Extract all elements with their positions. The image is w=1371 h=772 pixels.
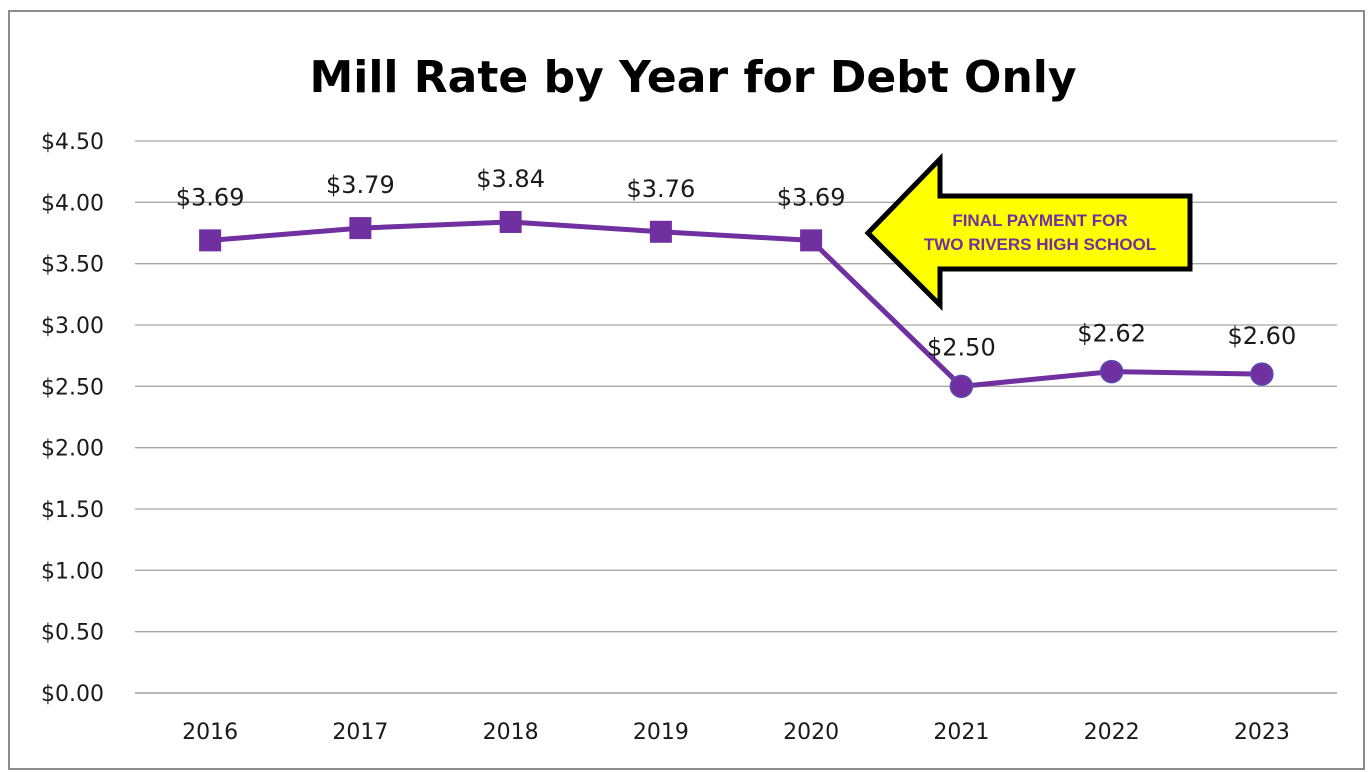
data-label-2016: $3.69: [176, 183, 245, 211]
x-tick-label-2021: 2021: [933, 720, 989, 745]
series-line: [209, 219, 1262, 389]
point-2018: [499, 210, 522, 233]
y-tick-label-3: $1.50: [41, 498, 104, 523]
x-tick-label-2019: 2019: [633, 720, 689, 745]
data-label-2021: $2.50: [927, 333, 996, 361]
y-tick-label-5: $2.50: [41, 375, 104, 400]
data-labels: $3.69 $3.79 $3.84 $3.76 $3.69 $2.50 $2.62 $2.60: [176, 165, 1296, 361]
point-2023: [1250, 362, 1274, 386]
point-2022: [1099, 359, 1124, 384]
data-label-2022: $2.62: [1077, 320, 1146, 348]
chart-title: Mill Rate by Year for Debt Only: [309, 52, 1076, 103]
chart-frame: Mill Rate by Year for Debt Only $0.00 $0.…: [8, 10, 1365, 770]
data-label-2019: $3.76: [627, 175, 696, 203]
point-2019: [649, 220, 672, 243]
y-axis-tick-labels: $0.00 $0.50 $1.00 $1.50 $2.00 $2.50 $3.00 $3.50…: [41, 130, 104, 707]
chart-svg: Mill Rate by Year for Debt Only $0.00$0.…: [41, 52, 1337, 745]
x-tick-label-2020: 2020: [783, 720, 839, 745]
data-label-2018: $3.84: [476, 165, 545, 193]
x-axis-tick-labels: 2016 2017 2018 2019 2020 2021 2022 2023: [182, 720, 1290, 745]
x-tick-label-2017: 2017: [332, 720, 388, 745]
y-tick-label-2: $1.00: [41, 559, 104, 584]
point-2016: [199, 229, 222, 252]
point-2021: [949, 374, 974, 399]
y-tick-label-0: $0.00: [41, 682, 104, 707]
y-tick-label-6: $3.00: [41, 314, 104, 339]
data-label-2023: $2.60: [1228, 322, 1297, 350]
x-tick-label-2016: 2016: [182, 720, 238, 745]
callout-text-line-2: TWO RIVERS HIGH SCHOOL: [924, 235, 1156, 254]
x-tick-label-2023: 2023: [1234, 720, 1290, 745]
x-tick-label-2022: 2022: [1084, 720, 1140, 745]
y-tick-label-4: $2.00: [41, 437, 104, 462]
callout-arrow-shape: [864, 152, 1193, 312]
point-2017: [349, 217, 372, 240]
callout-text-line-1: FINAL PAYMENT FOR: [952, 211, 1127, 230]
gridlines: [135, 140, 1337, 694]
y-tick-label-9: $4.50: [41, 130, 104, 155]
series-mill-rate: [199, 210, 1274, 399]
x-tick-label-2018: 2018: [483, 720, 539, 745]
y-tick-label-8: $4.00: [41, 191, 104, 216]
final-payment-callout: FINAL PAYMENT FOR TWO RIVERS HIGH SCHOOL: [864, 152, 1193, 312]
point-2020: [800, 229, 823, 252]
data-label-2017: $3.79: [326, 171, 395, 199]
y-tick-label-7: $3.50: [41, 253, 104, 278]
y-tick-label-1: $0.50: [41, 621, 104, 646]
data-label-2020: $3.69: [777, 183, 846, 211]
